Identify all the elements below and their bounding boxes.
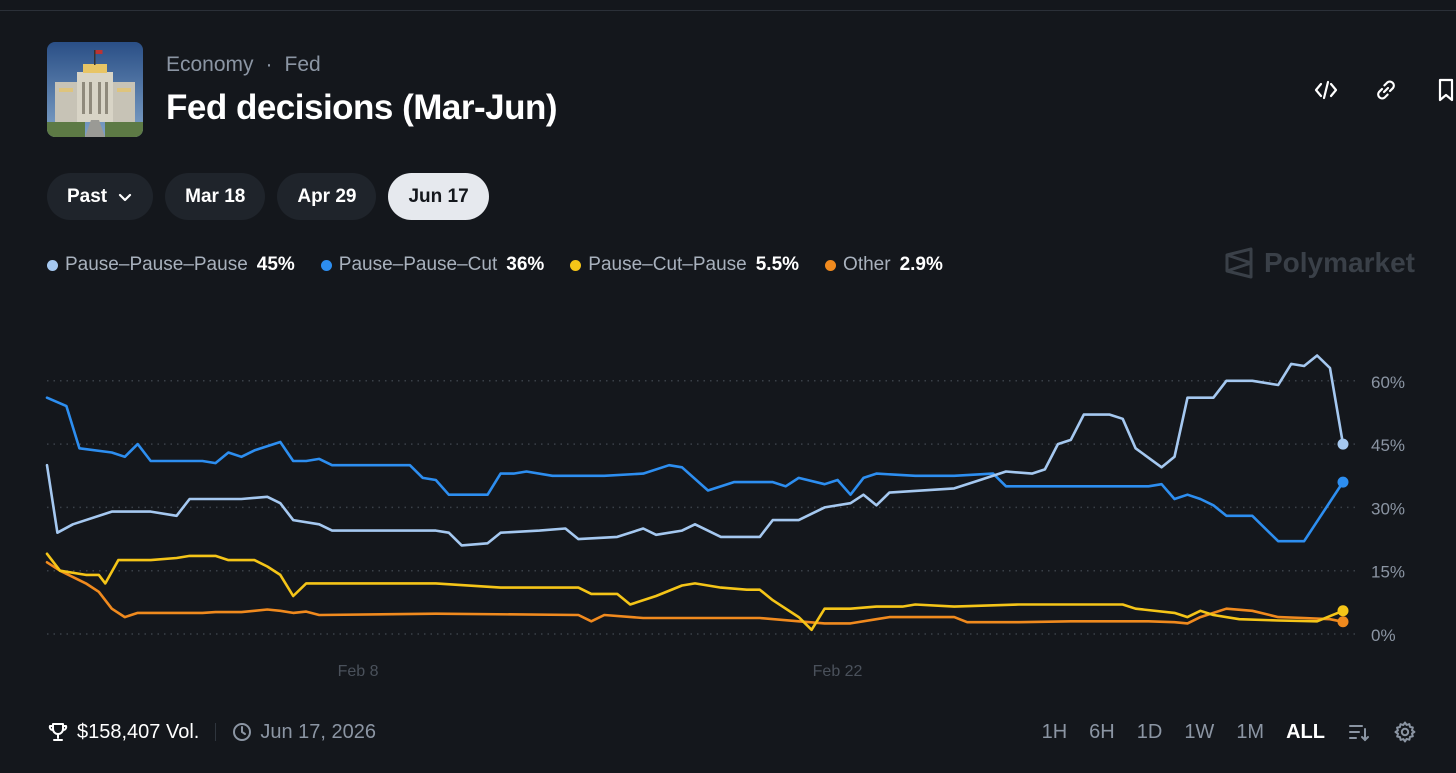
range-all[interactable]: ALL xyxy=(1286,720,1325,743)
legend-item[interactable]: Pause–Pause–Pause 45% xyxy=(47,254,295,276)
price-chart[interactable]: 0% 15% 30% 45% 60% Feb 8 Feb 22 xyxy=(0,300,1456,700)
link-icon xyxy=(1377,80,1395,100)
series-endpoint xyxy=(1337,438,1349,450)
legend-dot xyxy=(47,259,58,271)
bookmark-button[interactable] xyxy=(1428,72,1456,108)
tab-label: Jun 17 xyxy=(408,185,469,207)
legend-dot xyxy=(320,259,332,271)
legend-value: 2.9% xyxy=(899,254,943,275)
breadcrumb: Economy · Fed xyxy=(166,53,321,77)
market-thumbnail xyxy=(47,42,143,137)
polymarket-logo-icon xyxy=(1225,247,1253,279)
page-title: Fed decisions (Mar-Jun) xyxy=(166,88,558,127)
series-line xyxy=(45,354,1345,547)
time-range-selector: 1H 6H 1D 1W 1M ALL xyxy=(1042,715,1417,749)
legend-value: 5.5% xyxy=(755,254,800,275)
top-divider xyxy=(0,10,1456,11)
legend-name: Pause–Cut–Pause xyxy=(588,254,747,275)
legend-item[interactable]: Pause–Pause–Cut 36% xyxy=(320,254,545,276)
bookmark-icon xyxy=(1438,78,1454,102)
range-1d[interactable]: 1D xyxy=(1136,720,1163,743)
y-tick-label: 0% xyxy=(1371,626,1396,645)
breadcrumb-subcategory[interactable]: Fed xyxy=(284,53,321,76)
legend-value: 45% xyxy=(256,254,295,275)
range-1w[interactable]: 1W xyxy=(1184,720,1215,743)
tab-label: Apr 29 xyxy=(297,185,357,207)
tab-past[interactable]: Past xyxy=(47,173,154,220)
series-endpoint xyxy=(1337,476,1349,488)
legend-item[interactable]: Other 2.9% xyxy=(825,254,943,276)
chevron-down-icon xyxy=(117,189,133,205)
code-icon xyxy=(1314,80,1338,100)
x-tick-label: Feb 8 xyxy=(338,663,379,680)
legend-name: Pause–Pause–Cut xyxy=(338,254,498,275)
footer: $158,407 Vol. Jun 17, 2026 1H 6H 1D 1W 1… xyxy=(47,715,1417,749)
tab-label: Mar 18 xyxy=(185,185,246,207)
gear-icon xyxy=(1394,721,1416,743)
legend-dot xyxy=(570,259,582,271)
y-tick-label: 15% xyxy=(1371,563,1405,582)
series-line xyxy=(45,561,1345,625)
embed-button[interactable] xyxy=(1308,72,1344,108)
y-tick-label: 45% xyxy=(1371,436,1405,455)
volume-text: $158,407 Vol. xyxy=(77,720,200,743)
end-date-text: Jun 17, 2026 xyxy=(260,720,376,743)
y-tick-label: 60% xyxy=(1371,373,1405,392)
series-endpoint xyxy=(1337,605,1349,617)
clock-icon xyxy=(233,723,252,741)
chart-legend: Pause–Pause–Pause 45% Pause–Pause–Cut 36… xyxy=(47,254,943,276)
breadcrumb-separator: · xyxy=(265,53,273,76)
footer-divider xyxy=(215,723,217,741)
legend-item[interactable]: Pause–Cut–Pause 5.5% xyxy=(570,254,799,276)
brand-name: Polymarket xyxy=(1264,247,1415,278)
range-6h[interactable]: 6H xyxy=(1089,720,1115,743)
legend-dot xyxy=(825,259,837,271)
end-date: Jun 17, 2026 xyxy=(232,721,376,744)
breadcrumb-category[interactable]: Economy xyxy=(166,53,254,76)
series-line xyxy=(45,396,1345,543)
range-1h[interactable]: 1H xyxy=(1041,720,1068,743)
y-tick-label: 30% xyxy=(1371,499,1405,518)
date-tabs: Past Mar 18 Apr 29 Jun 17 xyxy=(47,173,489,220)
sort-icon xyxy=(1349,725,1369,742)
tab-apr-29[interactable]: Apr 29 xyxy=(277,173,377,220)
x-tick-label: Feb 22 xyxy=(813,663,863,680)
polymarket-watermark: Polymarket xyxy=(1224,247,1415,279)
range-1m[interactable]: 1M xyxy=(1236,720,1265,743)
copy-link-button[interactable] xyxy=(1368,72,1404,108)
legend-value: 36% xyxy=(506,254,545,275)
tab-mar-18[interactable]: Mar 18 xyxy=(165,173,266,220)
tab-jun-17[interactable]: Jun 17 xyxy=(388,173,489,220)
series-endpoint xyxy=(1337,616,1349,628)
series-line xyxy=(45,552,1345,632)
settings-button[interactable] xyxy=(1393,720,1417,744)
header-actions xyxy=(1256,72,1456,112)
legend-name: Other xyxy=(843,254,891,275)
legend-name: Pause–Pause–Pause xyxy=(65,254,248,275)
trophy-icon xyxy=(48,723,68,741)
sort-button[interactable] xyxy=(1347,720,1371,744)
volume: $158,407 Vol. xyxy=(47,721,199,744)
tab-label: Past xyxy=(67,185,108,207)
